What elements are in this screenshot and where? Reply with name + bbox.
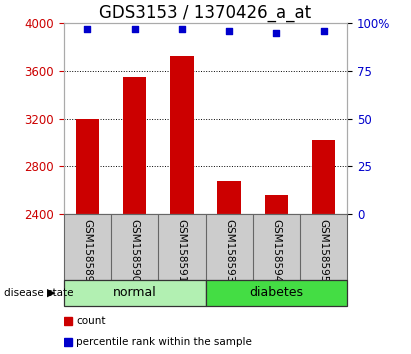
Text: percentile rank within the sample: percentile rank within the sample xyxy=(76,337,252,348)
Bar xyxy=(170,56,194,214)
Text: count: count xyxy=(76,316,106,326)
Bar xyxy=(217,181,241,214)
Text: diabetes: diabetes xyxy=(249,286,303,299)
Text: normal: normal xyxy=(113,286,157,299)
Point xyxy=(178,26,185,32)
Text: disease state: disease state xyxy=(4,288,74,298)
Bar xyxy=(64,214,347,280)
Title: GDS3153 / 1370426_a_at: GDS3153 / 1370426_a_at xyxy=(99,4,312,22)
Text: GSM158594: GSM158594 xyxy=(271,219,282,283)
Text: GSM158589: GSM158589 xyxy=(82,219,92,283)
Bar xyxy=(64,280,206,306)
Bar xyxy=(206,280,347,306)
Bar xyxy=(312,140,335,214)
Text: GSM158593: GSM158593 xyxy=(224,219,234,283)
Point xyxy=(132,26,138,32)
Bar xyxy=(123,77,146,214)
Bar xyxy=(265,195,288,214)
Point xyxy=(273,30,279,35)
Point xyxy=(321,28,327,34)
Point xyxy=(226,28,233,34)
Bar xyxy=(76,119,99,214)
Text: GSM158590: GSM158590 xyxy=(129,219,140,282)
Text: GSM158595: GSM158595 xyxy=(319,219,329,283)
Point xyxy=(84,26,90,32)
Text: GSM158591: GSM158591 xyxy=(177,219,187,283)
Text: ▶: ▶ xyxy=(47,288,55,298)
